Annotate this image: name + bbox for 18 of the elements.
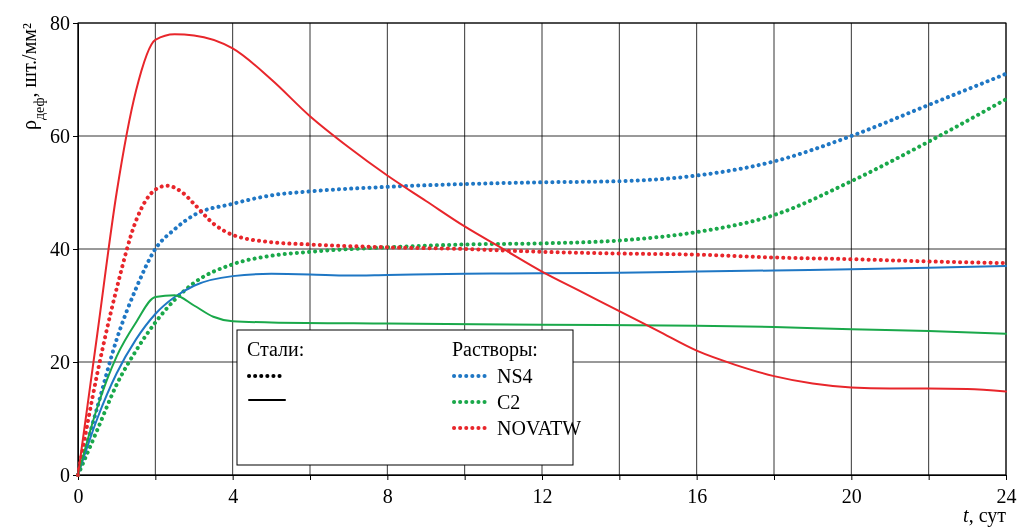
x-tick-label: 20 [841, 485, 862, 507]
y-tick-label: 0 [60, 463, 70, 486]
x-tick-label: 12 [532, 485, 553, 507]
annotation: Стали: [247, 338, 305, 360]
y-tick-label: 80 [50, 11, 70, 34]
legend-title: Растворы: [452, 338, 538, 361]
legend-label: NOVATW [497, 417, 582, 439]
x-axis-title: t, сут [963, 504, 1007, 527]
x-tick-label: 16 [687, 485, 708, 507]
y-tick-label: 60 [50, 124, 70, 147]
x-tick-label: 0 [73, 485, 84, 507]
x-tick-label: 4 [228, 485, 239, 507]
x-tick-label: 24 [996, 485, 1017, 507]
y-tick-label: 20 [50, 350, 70, 373]
x-tick-label: 8 [382, 485, 393, 507]
legend-label: NS4 [497, 365, 533, 387]
y-tick-label: 40 [50, 237, 70, 260]
legend-label: C2 [497, 391, 521, 413]
